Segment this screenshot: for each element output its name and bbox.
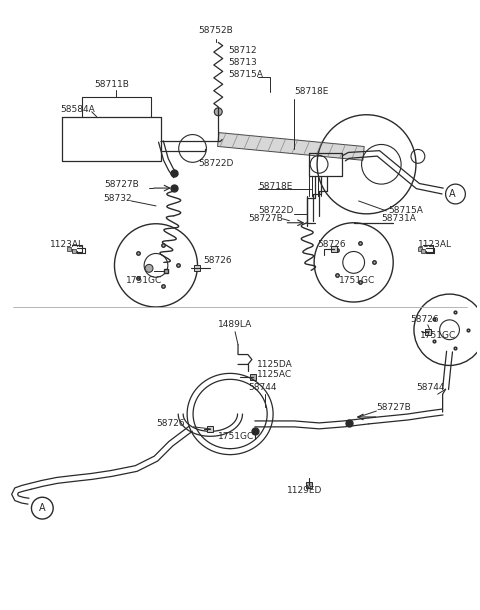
Text: 58726: 58726 [410,315,439,325]
Text: 58711B: 58711B [95,79,130,88]
Text: 1489LA: 1489LA [218,320,252,329]
Text: 58712: 58712 [228,46,257,55]
Text: 58744: 58744 [248,382,276,392]
Text: 1751GC: 1751GC [218,432,254,441]
Text: 58727B: 58727B [248,214,283,223]
Text: 1751GC: 1751GC [339,276,375,285]
Text: 58727B: 58727B [105,179,139,188]
Text: 1123AL: 1123AL [50,240,84,249]
Text: 58722D: 58722D [258,206,293,215]
Text: 1123AL: 1123AL [418,240,452,249]
Text: A: A [39,503,46,513]
Text: 58718E: 58718E [258,182,292,190]
Text: 58726: 58726 [156,420,185,428]
Text: 58727B: 58727B [376,403,411,412]
Circle shape [214,108,222,116]
Text: 1125AC: 1125AC [257,370,292,379]
Text: 58584A: 58584A [60,106,95,114]
Text: 58731A: 58731A [381,214,416,223]
Text: 58744: 58744 [416,382,444,392]
Text: 58726: 58726 [204,256,232,265]
Text: 58722D: 58722D [199,159,234,168]
Polygon shape [217,132,364,160]
Text: 1125DA: 1125DA [257,360,292,369]
Text: 58726: 58726 [317,240,346,249]
Text: 1751GC: 1751GC [126,276,163,285]
Text: 1129ED: 1129ED [288,486,323,495]
Text: 58718E: 58718E [294,87,329,96]
Text: 58715A: 58715A [388,206,423,215]
Circle shape [145,264,153,272]
Text: 1751GC: 1751GC [420,331,456,340]
Text: 58752B: 58752B [199,26,233,35]
Text: A: A [449,189,456,199]
Text: 58715A: 58715A [228,70,263,79]
Text: 58713: 58713 [228,58,257,66]
Text: 58732: 58732 [104,195,132,204]
